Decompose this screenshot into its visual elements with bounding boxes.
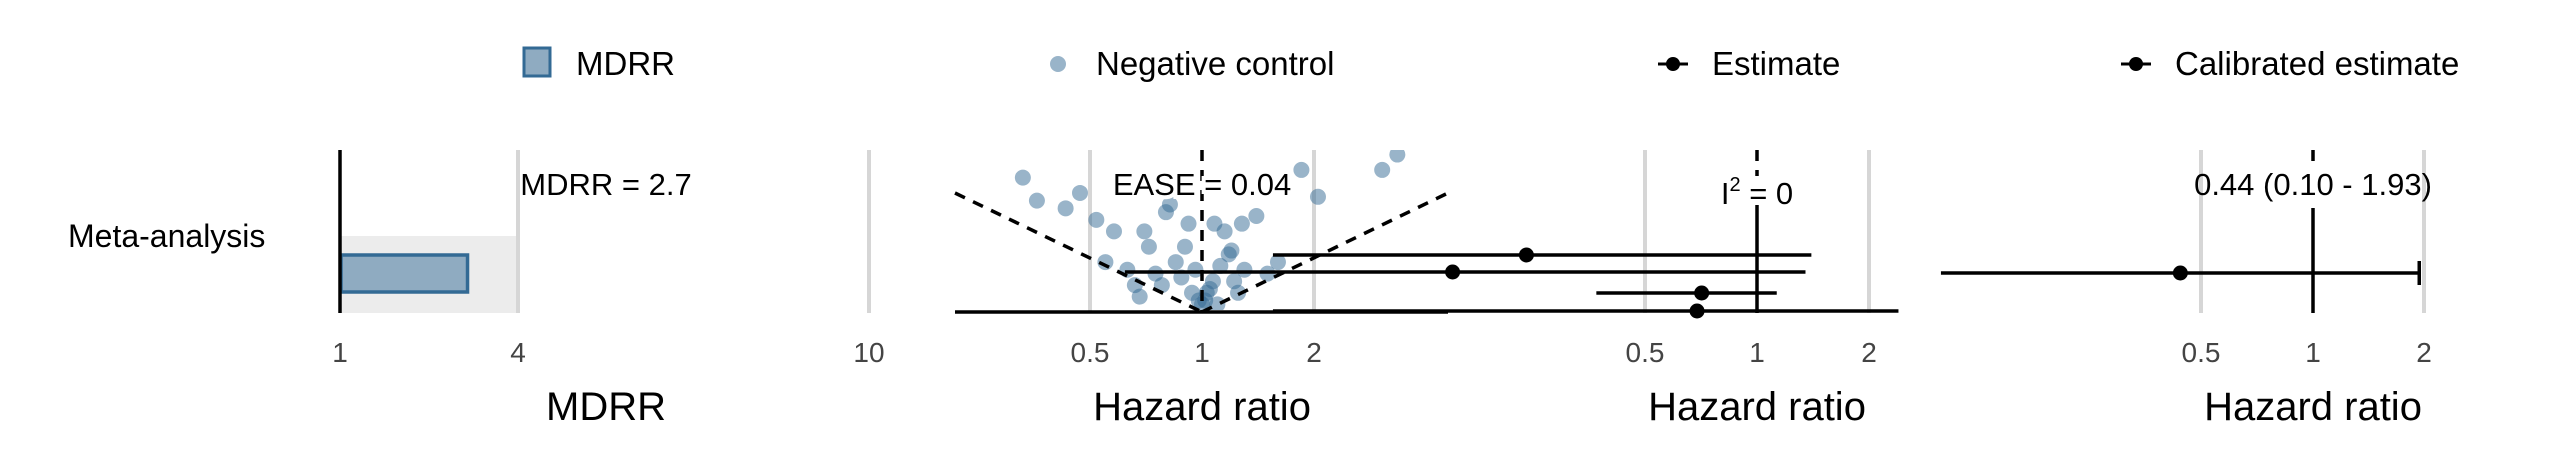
negative-control-point [1204,273,1221,290]
mdrr-bar [339,253,470,294]
negative-control-point [1176,238,1193,255]
negative-control-point [1389,150,1406,163]
negative-control-point [1119,261,1136,278]
est-annotation-rest: = 0 [1741,176,1794,211]
negative-control-point [1374,161,1391,178]
negative-control-point [1209,296,1226,310]
mdrr-annotation: MDRR = 2.7 [520,167,691,202]
legend-label-calibrated-estimate: Calibrated estimate [2175,45,2459,82]
negative-control-point [1136,223,1153,240]
row-label-meta-analysis: Meta-analysis [68,218,265,254]
negative-control-point [1223,124,1239,140]
est-annotation-base: I [1721,176,1730,211]
negative-control-point [1223,242,1240,259]
legend-label-negative-control: Negative control [1096,45,1334,82]
negative-control-points [1014,124,1406,310]
legend: MDRR Negative control Estimate Calibrate… [522,45,2459,82]
nc-tick-label-2: 2 [1306,337,1322,368]
legend-label-estimate: Estimate [1712,45,1840,82]
nc-axis-title: Hazard ratio [1093,385,1311,429]
est-tick-label-0.5: 0.5 [1626,337,1665,368]
negative-control-point [1057,200,1074,217]
calibrated-point [2172,265,2188,281]
negative-control-point [1131,288,1148,305]
estimate-point [1694,285,1710,301]
negative-control-point [1236,261,1253,278]
mdrr-box-icon [522,46,552,78]
negative-control-point [1072,184,1089,201]
negative-control-point [1161,196,1178,213]
estimate-panel: I2 = 0 0.5 1 2 Hazard ratio [1124,150,1899,429]
calibrated-point-icon [2129,57,2143,71]
legend-label-mdrr: MDRR [576,45,675,82]
negative-control-panel: EASE = 0.04 0.5 1 2 Hazard ratio [954,124,1449,429]
estimate-rows [1124,247,1899,319]
calibrated-rows [1940,261,2421,285]
mdrr-axis-title: MDRR [546,385,666,429]
negative-control-point [1270,124,1286,140]
negative-control-point [1212,257,1229,274]
negative-control-point [1014,169,1031,186]
nc-tick-label-0.5: 0.5 [1071,337,1110,368]
legend-item-mdrr: MDRR [522,45,675,82]
negative-control-point [1269,254,1286,271]
est-annotation-sup: 2 [1729,174,1740,196]
cal-axis-title: Hazard ratio [2204,385,2422,429]
legend-item-estimate: Estimate [1658,45,1840,82]
negative-control-point [1216,223,1233,240]
negative-control-point [1187,261,1204,278]
negative-control-point [1233,215,1250,232]
negative-control-point [1248,124,1264,140]
negative-control-point [1293,161,1310,178]
legend-item-negative-control: Negative control [1050,45,1334,82]
mdrr-tick-label-10: 10 [853,337,884,368]
est-tick-label-1: 1 [1749,337,1765,368]
negative-control-point [1088,211,1105,228]
cal-tick-label-2: 2 [2416,337,2432,368]
estimate-point [1518,247,1534,263]
negative-control-point [1167,254,1184,271]
nc-annotation: EASE = 0.04 [1113,167,1291,202]
mdrr-tick-label-1: 1 [332,337,348,368]
estimate-point-icon [1666,57,1680,71]
negative-control-point [1105,223,1122,240]
negative-control-point [1248,208,1265,224]
estimate-point [1445,264,1461,280]
negative-control-dot-icon [1050,56,1066,72]
est-axis-title: Hazard ratio [1648,385,1866,429]
estimate-point [1689,303,1705,319]
negative-control-point [1309,188,1326,205]
cal-tick-label-0.5: 0.5 [2182,337,2221,368]
cal-annotation: 0.44 (0.10 - 1.93) [2194,167,2432,202]
est-tick-label-2: 2 [1861,337,1877,368]
negative-control-point [1140,238,1157,255]
nc-tick-label-1: 1 [1194,337,1210,368]
est-annotation: I2 = 0 [1721,174,1793,211]
negative-control-point [1028,192,1045,209]
nc-funnel-left [954,191,1203,314]
legend-item-calibrated-estimate: Calibrated estimate [2121,45,2459,82]
mdrr-tick-label-4: 4 [510,337,526,368]
calibrated-panel: 0.44 (0.10 - 1.93) 0.5 1 2 Hazard ratio [1940,150,2432,429]
cal-tick-label-1: 1 [2305,337,2321,368]
negative-control-point [1180,215,1197,232]
nc-funnel-right [1201,191,1449,314]
mdrr-panel: MDRR = 2.7 1 4 10 MDRR [332,150,885,429]
